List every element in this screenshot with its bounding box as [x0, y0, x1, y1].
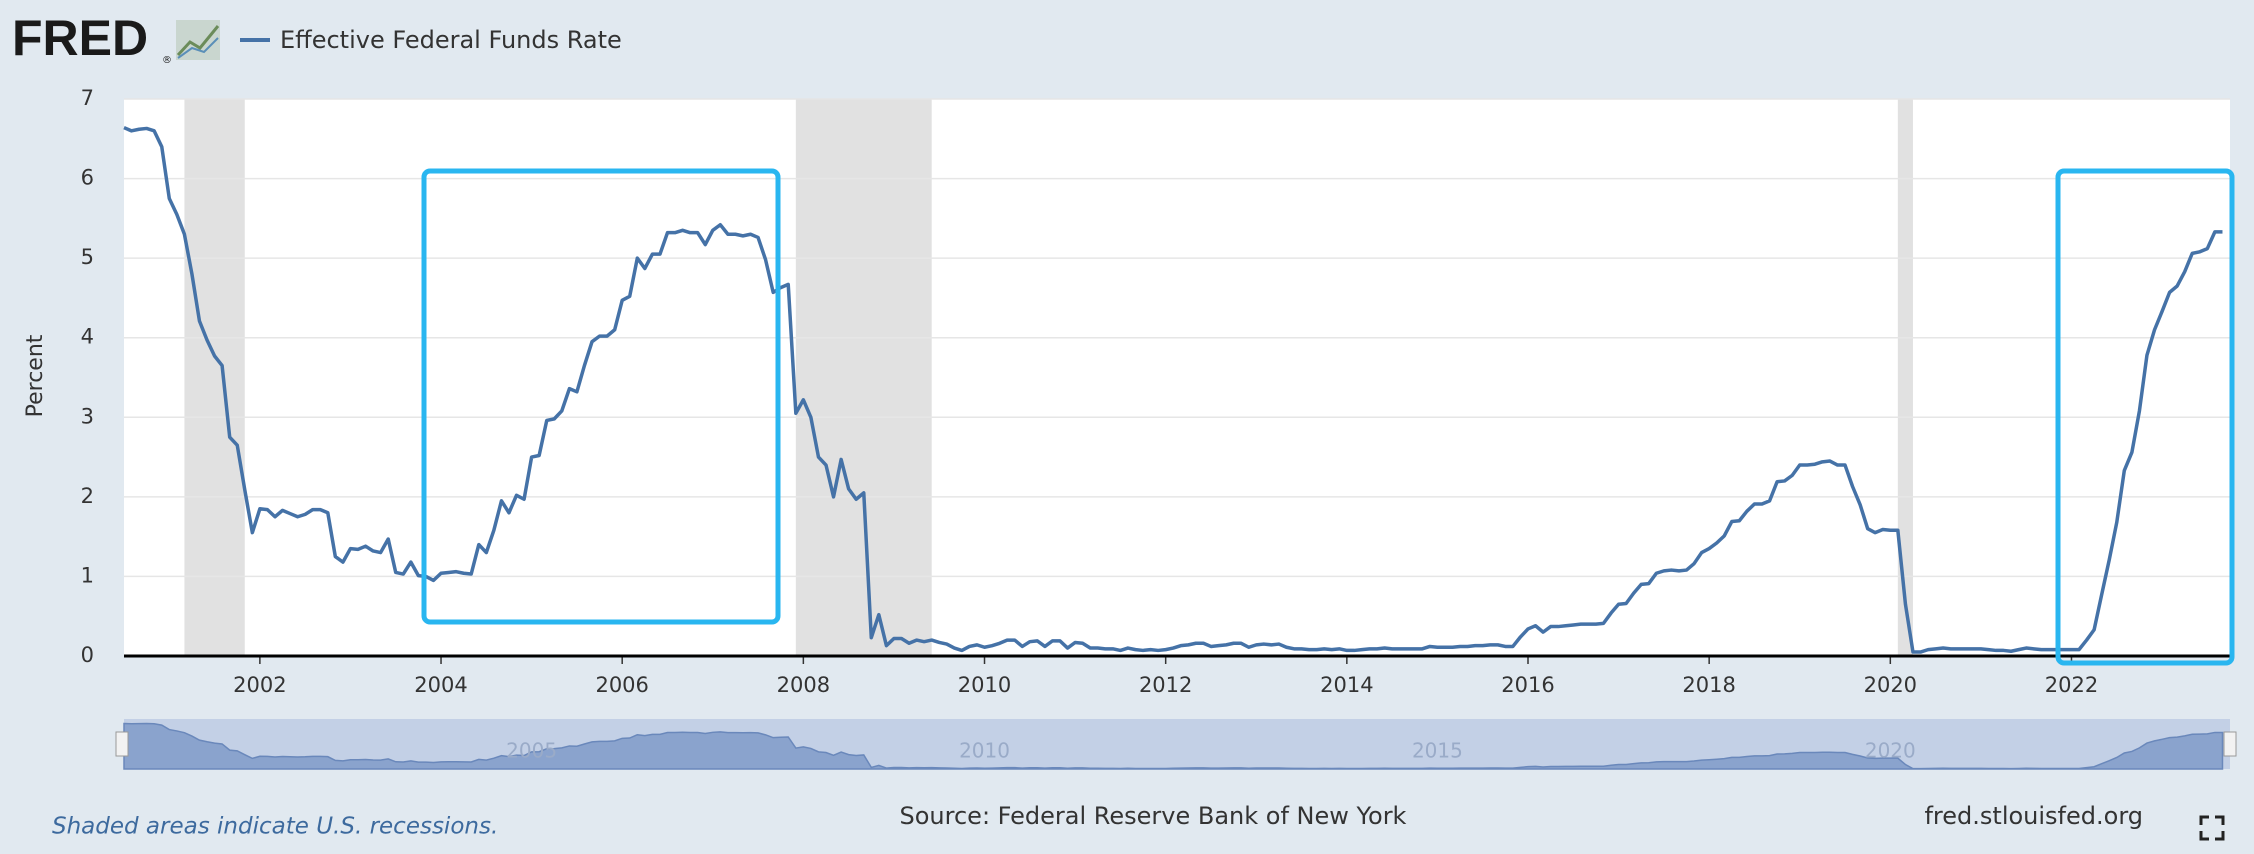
recession-band: [795, 99, 932, 656]
source: Source: Federal Reserve Bank of New York: [900, 802, 1407, 830]
x-tick-label: 2010: [958, 673, 1011, 697]
y-tick-label: 5: [81, 245, 94, 269]
recession-band: [1897, 99, 1913, 656]
logo-mark: ®: [162, 55, 172, 66]
y-tick-label: 0: [81, 643, 94, 667]
y-tick-label: 2: [81, 484, 94, 508]
x-tick-label: 2008: [777, 673, 830, 697]
logo: FRED: [12, 10, 148, 66]
navigator-tick-label: 2020: [1865, 739, 1916, 763]
legend-label[interactable]: Effective Federal Funds Rate: [280, 26, 622, 54]
site-url[interactable]: fred.stlouisfed.org: [1924, 802, 2143, 830]
x-tick-label: 2020: [1864, 673, 1917, 697]
y-tick-label: 1: [81, 563, 94, 587]
x-tick-label: 2016: [1501, 673, 1554, 697]
footnote: Shaded areas indicate U.S. recessions.: [52, 814, 498, 840]
x-tick-label: 2022: [2045, 673, 2098, 697]
navigator-tick-label: 2010: [959, 739, 1010, 763]
x-tick-label: 2006: [595, 673, 648, 697]
x-tick-label: 2014: [1320, 673, 1373, 697]
recession-band: [184, 99, 245, 656]
navigator-handle[interactable]: [115, 731, 129, 757]
fullscreen-icon[interactable]: [2199, 815, 2225, 841]
navigator-handle[interactable]: [2223, 731, 2237, 757]
navigator-tick-label: 2015: [1412, 739, 1463, 763]
y-tick-label: 4: [81, 325, 94, 349]
y-tick-label: 7: [81, 86, 94, 110]
x-tick-label: 2012: [1139, 673, 1192, 697]
y-tick-label: 6: [81, 166, 94, 190]
x-tick-label: 2018: [1682, 673, 1735, 697]
highlight-box: [421, 168, 781, 625]
navigator-area: [123, 722, 2224, 770]
navigator-tick-label: 2005: [506, 739, 557, 763]
series-line: [123, 126, 2223, 654]
x-tick-label: 2002: [233, 673, 286, 697]
x-tick-label: 2004: [414, 673, 467, 697]
highlight-box: [2055, 168, 2235, 666]
y-axis-label: Percent: [23, 334, 48, 417]
logo-icon: [176, 20, 220, 60]
y-tick-label: 3: [81, 404, 94, 428]
